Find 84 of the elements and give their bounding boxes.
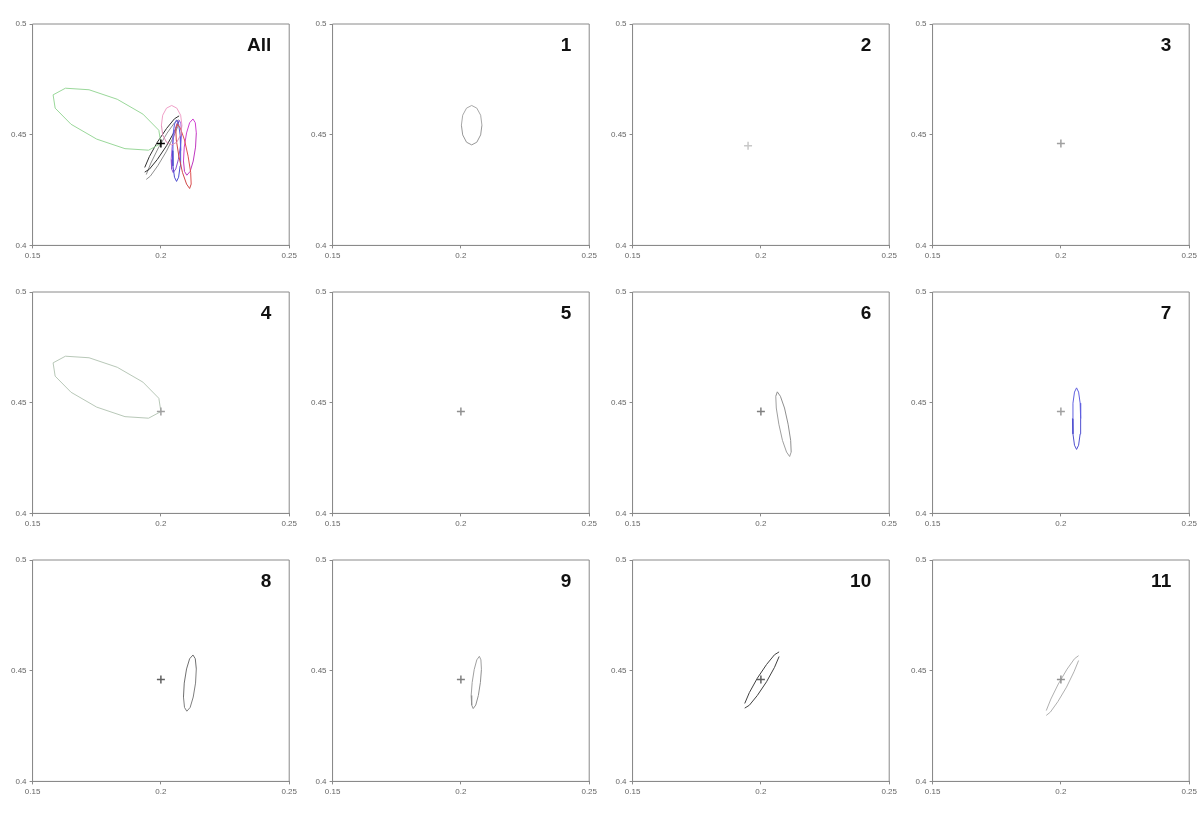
y-tick-label: 0.4 xyxy=(615,508,628,518)
y-tick-label: 0.45 xyxy=(310,665,328,675)
y-tick-label: 0.45 xyxy=(310,129,328,139)
y-tick-label: 0.5 xyxy=(915,19,928,29)
x-tick-label: 0.2 xyxy=(155,251,167,261)
x-tick-label: 0.25 xyxy=(1181,251,1198,261)
y-tick-label: 0.5 xyxy=(315,287,328,297)
x-tick-label: 0.15 xyxy=(24,787,41,797)
x-tick-label: 0.15 xyxy=(324,787,341,797)
annotation: 6 xyxy=(860,301,872,323)
y-tick-label: 0.4 xyxy=(615,240,628,250)
x-tick-label: 0.25 xyxy=(281,251,298,261)
x-tick-label: 0.25 xyxy=(1181,787,1198,797)
x-tick-label: 0.25 xyxy=(881,251,898,261)
y-tick-label: 0.4 xyxy=(915,776,928,786)
y-tick-label: 0.5 xyxy=(615,287,628,297)
y-tick-label: 0.4 xyxy=(315,508,328,518)
y-tick-label: 0.5 xyxy=(615,19,628,29)
x-tick-label: 0.2 xyxy=(755,251,767,261)
y-tick-label: 0.45 xyxy=(610,397,628,407)
annotation: 4 xyxy=(260,301,272,323)
x-tick-label: 0.2 xyxy=(455,251,467,261)
y-tick-label: 0.4 xyxy=(315,240,328,250)
annotation: 3 xyxy=(1160,33,1172,55)
x-tick-label: 0.15 xyxy=(924,519,941,529)
x-tick-label: 0.15 xyxy=(324,519,341,529)
annotation: 10 xyxy=(850,569,872,591)
y-tick-label: 0.4 xyxy=(615,776,628,786)
y-tick-label: 0.4 xyxy=(315,776,328,786)
x-tick-label: 0.25 xyxy=(581,787,598,797)
y-tick-label: 0.45 xyxy=(910,397,928,407)
x-tick-label: 0.25 xyxy=(881,519,898,529)
x-tick-label: 0.15 xyxy=(324,251,341,261)
y-tick-label: 0.45 xyxy=(910,665,928,675)
y-tick-label: 0.45 xyxy=(10,129,28,139)
y-tick-label: 0.5 xyxy=(315,19,328,29)
y-tick-label: 0.45 xyxy=(610,665,628,675)
y-tick-label: 0.45 xyxy=(10,397,28,407)
y-tick-label: 0.4 xyxy=(915,240,928,250)
annotation: 8 xyxy=(260,569,272,591)
y-tick-label: 0.4 xyxy=(15,240,28,250)
y-tick-label: 0.5 xyxy=(15,555,28,565)
x-tick-label: 0.25 xyxy=(1181,519,1198,529)
y-tick-label: 0.5 xyxy=(315,555,328,565)
y-tick-label: 0.4 xyxy=(915,508,928,518)
x-tick-label: 0.2 xyxy=(455,519,467,529)
x-tick-label: 0.15 xyxy=(624,251,641,261)
x-tick-label: 0.15 xyxy=(624,519,641,529)
annotation: 11 xyxy=(1151,569,1172,591)
x-tick-label: 0.25 xyxy=(581,251,598,261)
x-tick-label: 0.15 xyxy=(624,787,641,797)
annotation: 5 xyxy=(560,301,572,323)
y-tick-label: 0.45 xyxy=(10,665,28,675)
y-tick-label: 0.4 xyxy=(15,508,28,518)
x-tick-label: 0.2 xyxy=(155,519,167,529)
x-tick-label: 0.2 xyxy=(1055,519,1067,529)
annotation: 2 xyxy=(860,33,872,55)
x-tick-label: 0.2 xyxy=(155,787,167,797)
y-tick-label: 0.5 xyxy=(15,19,28,29)
y-tick-label: 0.5 xyxy=(15,287,28,297)
x-tick-label: 0.2 xyxy=(455,787,467,797)
x-tick-label: 0.2 xyxy=(755,787,767,797)
x-tick-label: 0.25 xyxy=(881,787,898,797)
y-tick-label: 0.45 xyxy=(310,397,328,407)
y-tick-label: 0.45 xyxy=(910,129,928,139)
y-tick-label: 0.5 xyxy=(915,555,928,565)
annotation: 7 xyxy=(1160,301,1172,323)
x-tick-label: 0.25 xyxy=(581,519,598,529)
annotation: All xyxy=(246,33,272,55)
x-tick-label: 0.2 xyxy=(755,519,767,529)
x-tick-label: 0.15 xyxy=(24,519,41,529)
x-tick-label: 0.2 xyxy=(1055,251,1067,261)
annotation: 9 xyxy=(560,569,572,591)
x-tick-label: 0.15 xyxy=(24,251,41,261)
x-tick-label: 0.15 xyxy=(924,251,941,261)
y-tick-label: 0.5 xyxy=(915,287,928,297)
y-tick-label: 0.4 xyxy=(15,776,28,786)
y-tick-label: 0.5 xyxy=(615,555,628,565)
y-tick-label: 0.45 xyxy=(610,129,628,139)
x-tick-label: 0.15 xyxy=(924,787,941,797)
x-tick-label: 0.2 xyxy=(1055,787,1067,797)
annotation: 1 xyxy=(560,33,572,55)
x-tick-label: 0.25 xyxy=(281,519,298,529)
x-tick-label: 0.25 xyxy=(281,787,298,797)
